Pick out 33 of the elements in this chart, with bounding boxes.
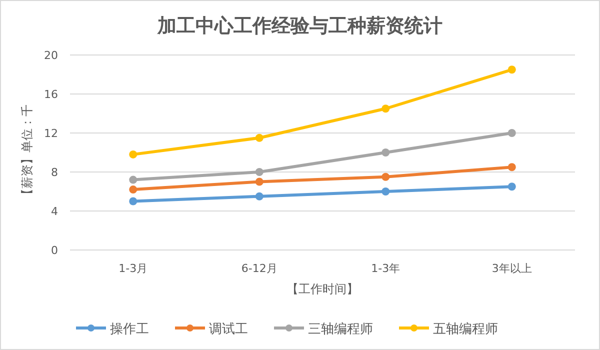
point (129, 150, 138, 158)
x-tick-label: 1-3年 (371, 262, 400, 275)
point (382, 172, 390, 181)
point (255, 178, 264, 186)
point (255, 134, 264, 142)
point (508, 129, 516, 137)
point (508, 182, 516, 191)
x-tick-label: 3年以上 (492, 262, 532, 275)
y-axis-title: 【薪资】单位：千 (20, 104, 34, 200)
y-tick-label: 8 (51, 166, 58, 179)
point (382, 188, 390, 196)
point (129, 176, 138, 184)
point (382, 104, 390, 113)
point (382, 148, 390, 156)
point (129, 186, 138, 194)
legend-label: 调试工 (209, 322, 248, 337)
y-tick-label: 4 (51, 205, 58, 218)
point (129, 197, 138, 206)
legend-label: 五轴编程师 (433, 322, 498, 337)
point (508, 66, 516, 74)
y-tick-label: 16 (44, 88, 58, 101)
x-tick-label: 1-3月 (118, 262, 148, 275)
y-tick-label: 20 (44, 49, 58, 62)
point (508, 163, 516, 172)
point (255, 192, 264, 200)
y-tick-label: 12 (44, 127, 58, 140)
legend-label: 三轴编程师 (308, 322, 373, 337)
chart-title: 加工中心工作经验与工种薪资统计 (156, 15, 442, 37)
point (255, 168, 264, 176)
x-axis-title: 【工作时间】 (286, 282, 358, 296)
legend-label: 操作工 (110, 322, 149, 337)
x-tick-label: 6-12月 (241, 262, 278, 275)
y-tick-label: 0 (51, 244, 58, 257)
